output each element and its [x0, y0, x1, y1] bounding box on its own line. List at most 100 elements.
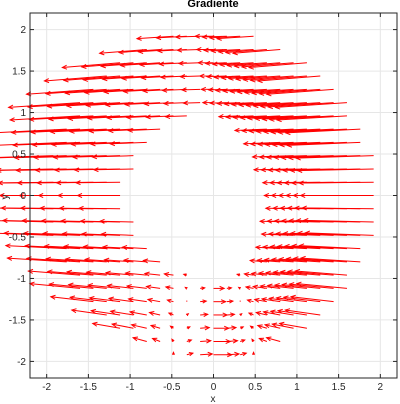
- arrow-shaft: [274, 284, 307, 289]
- quiver-arrow: [186, 351, 195, 357]
- quiver-arrow: [86, 283, 121, 289]
- arrow-head: [282, 295, 289, 301]
- arrow-head: [205, 74, 212, 80]
- arrow-head: [104, 270, 111, 276]
- arrow-head: [80, 231, 87, 237]
- arrow-shaft: [152, 338, 161, 342]
- arrow-shaft: [240, 115, 281, 119]
- arrow-shaft: [266, 88, 334, 95]
- quiver-arrow: [275, 295, 307, 303]
- arrow-shaft: [300, 257, 361, 263]
- quiver-arrow: [83, 257, 121, 263]
- arrow-head: [107, 128, 114, 134]
- quiver-arrow: [217, 48, 254, 54]
- arrow-shaft: [109, 297, 134, 303]
- arrow-head: [278, 142, 285, 148]
- quiver-arrow: [109, 141, 147, 147]
- arrow-head: [287, 218, 294, 224]
- arrow-head: [223, 101, 230, 107]
- quiver-arrow: [70, 308, 107, 316]
- arrow-head: [1, 218, 8, 224]
- arrow-head: [273, 283, 280, 288]
- arrow-shaft: [278, 128, 347, 134]
- arrow-shaft: [259, 338, 268, 342]
- quiver-arrow: [223, 101, 254, 107]
- quiver-arrow: [231, 49, 281, 56]
- quiver-arrow: [107, 296, 134, 303]
- arrow-shaft: [246, 102, 294, 106]
- arrow-shaft: [31, 128, 94, 133]
- arrow-head: [263, 193, 270, 198]
- quiver-arrow: [184, 286, 188, 290]
- arrow-shaft: [89, 128, 134, 132]
- arrow-head: [297, 180, 304, 186]
- arrow-head: [158, 61, 165, 67]
- arrow-head: [295, 281, 302, 287]
- arrow-head: [166, 298, 172, 304]
- arrow-shaft: [266, 337, 281, 342]
- arrow-head: [127, 297, 134, 303]
- arrow-shaft: [243, 75, 294, 81]
- quiver-arrow: [298, 243, 361, 250]
- arrow-head: [42, 231, 48, 237]
- x-tick-label: 0: [211, 382, 217, 393]
- arrow-shaft: [82, 233, 121, 236]
- arrow-shaft: [285, 309, 321, 316]
- arrow-head: [174, 34, 181, 40]
- arrow-shaft: [200, 327, 210, 329]
- quiver-arrow: [241, 128, 281, 134]
- arrow-shaft: [269, 115, 334, 121]
- arrow-shaft: [256, 312, 267, 316]
- arrow-shaft: [214, 75, 241, 78]
- arrow-shaft: [66, 102, 121, 107]
- quiver-arrow: [82, 244, 121, 250]
- arrow-head: [0, 193, 5, 198]
- arrow-head: [229, 312, 236, 317]
- arrow-shaft: [48, 115, 107, 120]
- quiver-arrow: [143, 101, 174, 107]
- arrow-head: [89, 308, 97, 314]
- arrow-shaft: [28, 270, 81, 276]
- quiver-arrow: [215, 35, 254, 41]
- quiver-arrow: [182, 273, 187, 277]
- arrow-shaft: [110, 141, 147, 145]
- arrow-shaft: [165, 115, 187, 118]
- arrow-shaft: [85, 258, 121, 263]
- arrow-head: [85, 270, 92, 276]
- arrow-shaft: [226, 327, 237, 329]
- arrow-head: [106, 115, 113, 121]
- arrow-shaft: [68, 115, 121, 120]
- quiver-arrow: [263, 323, 281, 329]
- arrow-shaft: [217, 35, 254, 40]
- arrow-head: [283, 243, 290, 249]
- arrow-shaft: [143, 88, 174, 92]
- arrow-head: [224, 114, 231, 120]
- quiver-arrow: [213, 312, 229, 318]
- arrow-head: [245, 102, 252, 108]
- quiver-arrow: [200, 286, 206, 291]
- arrow-shaft: [287, 141, 361, 146]
- arrow-head: [299, 193, 306, 198]
- arrow-head: [256, 258, 263, 263]
- arrow-head: [282, 231, 289, 237]
- quiver-arrow: [146, 297, 161, 303]
- x-axis-label: x: [211, 394, 216, 404]
- arrow-head: [0, 180, 4, 186]
- quiver-arrow: [224, 114, 254, 120]
- quiver-arrow: [246, 115, 294, 121]
- arrow-head: [262, 310, 269, 316]
- arrow-shaft: [131, 324, 147, 329]
- arrow-head: [47, 116, 54, 122]
- arrow-head: [120, 75, 127, 81]
- arrow-shaft: [295, 270, 347, 276]
- arrow-shaft: [149, 312, 161, 316]
- arrow-shaft: [266, 272, 294, 276]
- arrow-head: [73, 167, 80, 173]
- quiver-arrow: [200, 338, 213, 344]
- arrow-shaft: [271, 128, 334, 133]
- quiver-arrow: [210, 48, 241, 54]
- quiver-arrow: [213, 325, 230, 331]
- arrow-head: [243, 272, 250, 277]
- arrow-head: [218, 62, 225, 68]
- quiver-arrow: [131, 336, 147, 342]
